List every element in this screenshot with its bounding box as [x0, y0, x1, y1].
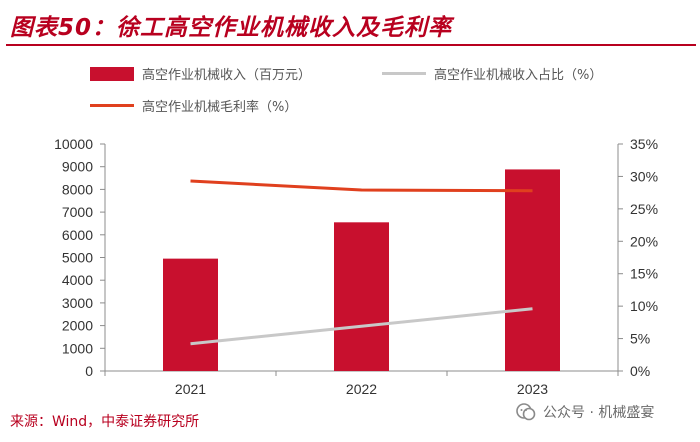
y-left-tick-label: 1000	[62, 340, 93, 356]
legend-item-share: 高空作业机械收入占比（%）	[382, 64, 602, 83]
y-left-tick-label: 4000	[62, 272, 93, 288]
legend-swatch-margin	[90, 104, 134, 107]
y-left-tick-label: 9000	[62, 159, 93, 175]
y-left-tick-label: 2000	[62, 318, 93, 334]
y-left-tick-label: 10000	[54, 136, 93, 152]
bar-revenue	[163, 258, 218, 371]
y-left-tick-label: 0	[85, 363, 93, 379]
y-left-tick-label: 7000	[62, 204, 93, 220]
legend-swatch-revenue	[90, 66, 134, 81]
legend-item-margin: 高空作业机械毛利率（%）	[90, 96, 297, 115]
watermark: 公众号 · 机械盛宴	[515, 401, 654, 423]
y-left-tick-label: 5000	[62, 250, 93, 266]
x-tick-label: 2021	[175, 381, 206, 397]
legend-item-revenue: 高空作业机械收入（百万元）	[90, 64, 311, 83]
y-right-tick-label: 15%	[630, 266, 658, 282]
title-divider	[6, 44, 696, 46]
x-tick-label: 2022	[346, 381, 377, 397]
bar-revenue	[505, 169, 560, 371]
x-tick-label: 2023	[517, 381, 548, 397]
y-right-tick-label: 30%	[630, 168, 658, 184]
source-note: 来源：Wind，中泰证券研究所	[10, 414, 200, 430]
legend-label-share: 高空作业机械收入占比（%）	[434, 68, 603, 83]
bar-revenue	[334, 222, 389, 371]
line-margin	[190, 179, 533, 193]
y-right-tick-label: 35%	[630, 136, 658, 152]
y-right-tick-label: 20%	[630, 233, 658, 249]
y-left-tick-label: 3000	[62, 295, 93, 311]
y-left-tick-label: 8000	[62, 181, 93, 197]
line-share	[190, 307, 533, 346]
legend-label-revenue: 高空作业机械收入（百万元）	[142, 68, 312, 83]
chart-title: 图表50：徐工高空作业机械收入及毛利率	[10, 15, 453, 41]
legend-swatch-share	[382, 72, 426, 75]
y-right-tick-label: 5%	[630, 331, 650, 347]
legend-label-margin: 高空作业机械毛利率（%）	[142, 100, 298, 115]
y-right-tick-label: 0%	[630, 363, 650, 379]
y-right-tick-label: 10%	[630, 298, 658, 314]
y-right-tick-label: 25%	[630, 201, 658, 217]
watermark-text: 公众号 · 机械盛宴	[543, 405, 655, 421]
wechat-icon	[516, 403, 536, 421]
y-left-tick-label: 6000	[62, 227, 93, 243]
